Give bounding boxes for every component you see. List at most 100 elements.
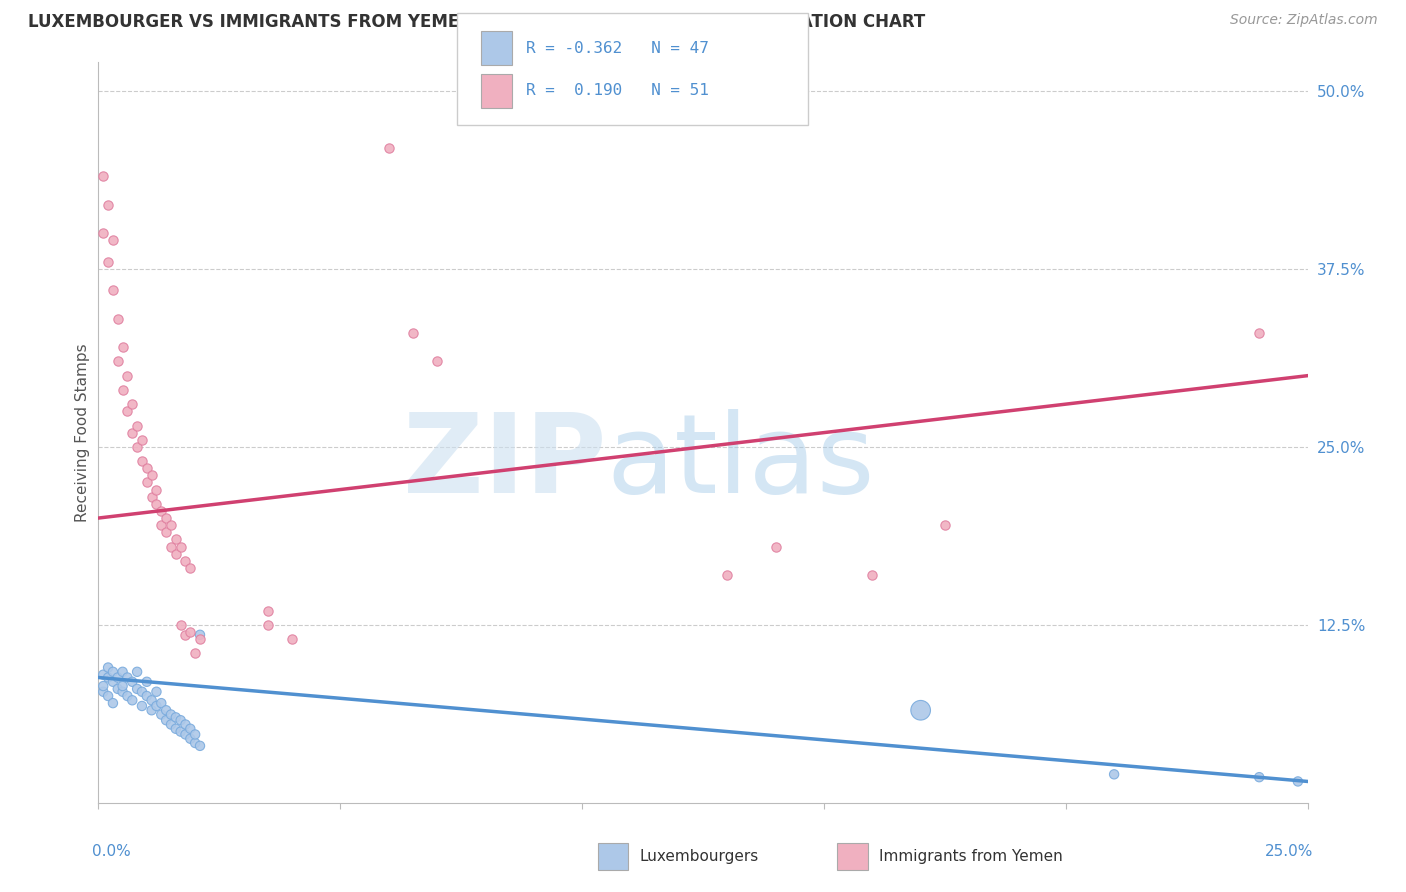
Point xyxy=(1286,774,1309,789)
Text: Source: ZipAtlas.com: Source: ZipAtlas.com xyxy=(1230,13,1378,28)
Point xyxy=(111,665,134,679)
Text: 0.0%: 0.0% xyxy=(93,844,131,858)
Point xyxy=(145,497,167,511)
Point xyxy=(174,717,197,731)
Point xyxy=(169,617,191,632)
Point xyxy=(127,440,149,454)
Point xyxy=(91,685,114,699)
Text: ZIP: ZIP xyxy=(404,409,606,516)
Point xyxy=(256,617,278,632)
Point xyxy=(165,722,187,736)
Text: R =  0.190   N = 51: R = 0.190 N = 51 xyxy=(526,84,709,98)
Point xyxy=(111,383,134,397)
Point xyxy=(174,554,197,568)
Point xyxy=(179,624,201,639)
Point xyxy=(107,671,129,685)
Point xyxy=(179,722,201,736)
Point xyxy=(101,283,124,297)
Point xyxy=(145,698,167,713)
Point xyxy=(184,646,207,660)
Point xyxy=(135,461,157,475)
Point xyxy=(141,468,163,483)
Point xyxy=(1102,767,1125,781)
Point xyxy=(121,693,143,707)
Point xyxy=(860,568,883,582)
Point xyxy=(135,475,157,490)
Point xyxy=(174,727,197,741)
Point xyxy=(377,141,399,155)
Point xyxy=(97,198,120,212)
Point xyxy=(174,628,197,642)
Point xyxy=(1249,770,1271,784)
Point xyxy=(150,518,173,533)
Point xyxy=(426,354,449,368)
Point xyxy=(155,525,177,540)
Point xyxy=(150,707,173,722)
Point xyxy=(107,311,129,326)
Point xyxy=(97,254,120,268)
Point xyxy=(127,681,149,696)
Point xyxy=(117,689,139,703)
Text: Luxembourgers: Luxembourgers xyxy=(640,849,759,863)
Y-axis label: Receiving Food Stamps: Receiving Food Stamps xyxy=(75,343,90,522)
Point xyxy=(145,685,167,699)
Text: LUXEMBOURGER VS IMMIGRANTS FROM YEMEN RECEIVING FOOD STAMPS CORRELATION CHART: LUXEMBOURGER VS IMMIGRANTS FROM YEMEN RE… xyxy=(28,13,925,31)
Point xyxy=(160,707,183,722)
Point xyxy=(179,731,201,746)
Point xyxy=(934,518,956,533)
Point xyxy=(91,227,114,241)
Point xyxy=(141,693,163,707)
Point xyxy=(150,504,173,518)
Point xyxy=(135,674,157,689)
Text: 25.0%: 25.0% xyxy=(1265,844,1313,858)
Point xyxy=(1249,326,1271,340)
Point xyxy=(155,511,177,525)
Point xyxy=(910,703,932,717)
Point xyxy=(91,667,114,681)
Point xyxy=(179,561,201,575)
Point xyxy=(127,418,149,433)
Point xyxy=(101,674,124,689)
Point xyxy=(117,671,139,685)
Point xyxy=(155,703,177,717)
Point xyxy=(165,710,187,724)
Point xyxy=(188,739,211,753)
Point xyxy=(188,632,211,646)
Point xyxy=(145,483,167,497)
Point xyxy=(160,518,183,533)
Point xyxy=(184,727,207,741)
Point xyxy=(188,628,211,642)
Point xyxy=(141,490,163,504)
Point xyxy=(131,454,153,468)
Point xyxy=(97,671,120,685)
Point xyxy=(107,354,129,368)
Point xyxy=(111,340,134,354)
Point xyxy=(402,326,425,340)
Point xyxy=(111,679,134,693)
Point xyxy=(101,665,124,679)
Text: Immigrants from Yemen: Immigrants from Yemen xyxy=(879,849,1063,863)
Point xyxy=(165,547,187,561)
Point xyxy=(141,703,163,717)
Point xyxy=(107,681,129,696)
Point xyxy=(135,689,157,703)
Point xyxy=(117,404,139,418)
Point xyxy=(121,397,143,411)
Point xyxy=(91,169,114,184)
Point xyxy=(97,660,120,674)
Point xyxy=(169,713,191,727)
Point xyxy=(716,568,738,582)
Point xyxy=(160,540,183,554)
Point xyxy=(117,368,139,383)
Point xyxy=(121,425,143,440)
Point xyxy=(131,685,153,699)
Point xyxy=(155,713,177,727)
Point xyxy=(150,696,173,710)
Point xyxy=(97,689,120,703)
Point xyxy=(91,679,114,693)
Point xyxy=(169,540,191,554)
Point xyxy=(127,665,149,679)
Point xyxy=(256,604,278,618)
Point xyxy=(131,433,153,447)
Point xyxy=(101,234,124,248)
